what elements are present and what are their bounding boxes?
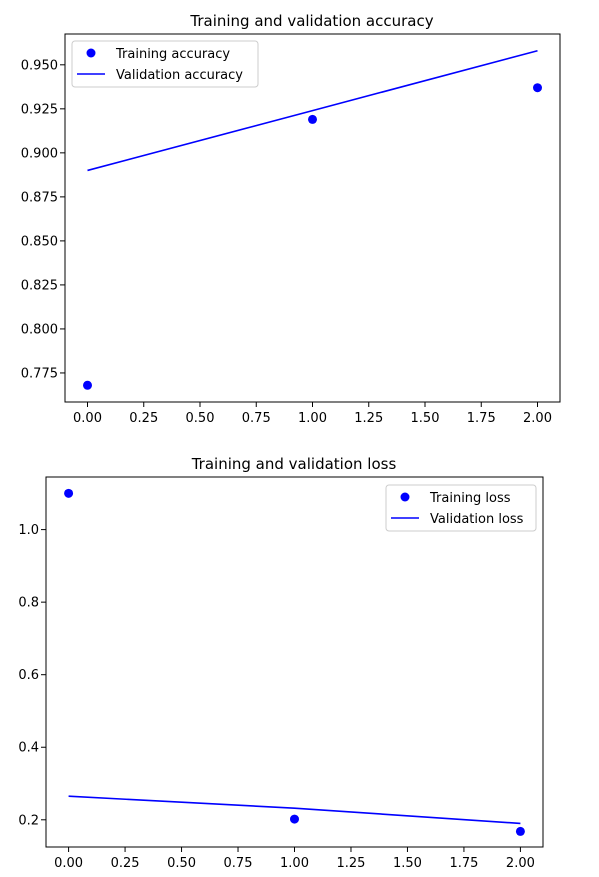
data-point-training-loss xyxy=(64,488,74,498)
data-point-training-accuracy xyxy=(533,83,542,93)
chart-title: Training and validation loss xyxy=(191,455,397,473)
plot-frame xyxy=(64,33,561,403)
data-point-training-accuracy xyxy=(308,114,317,124)
x-tick-label: 2.00 xyxy=(506,856,535,871)
y-tick-label: 0.925 xyxy=(21,102,58,117)
legend-label-validation-accuracy: Validation accuracy xyxy=(116,68,243,83)
y-tick-label: 0.950 xyxy=(21,58,58,73)
plot-frame xyxy=(45,476,544,848)
legend-marker-training-accuracy xyxy=(86,48,96,58)
y-tick-label: 0.6 xyxy=(18,668,39,683)
legend: Training accuracy Validation accuracy xyxy=(71,40,259,88)
x-tick-label: 0.25 xyxy=(111,856,140,871)
y-tick-label: 0.800 xyxy=(21,322,58,337)
x-tick-label: 0.50 xyxy=(186,411,215,426)
series-line-validation-accuracy xyxy=(87,49,538,172)
y-tick-label: 0.8 xyxy=(18,596,39,611)
y-tick-label: 0.825 xyxy=(21,278,58,293)
legend: Training loss Validation loss xyxy=(385,484,537,532)
x-tick-label: 2.00 xyxy=(523,411,552,426)
data-point-training-loss xyxy=(515,826,525,836)
x-tick-label: 1.75 xyxy=(449,856,478,871)
chart-title: Training and validation accuracy xyxy=(189,12,433,30)
legend-label-validation-loss: Validation loss xyxy=(430,512,524,527)
y-tick-label: 0.850 xyxy=(21,234,58,249)
x-tick-label: 1.00 xyxy=(280,856,309,871)
x-tick-label: 0.25 xyxy=(129,411,158,426)
y-tick-label: 0.900 xyxy=(21,146,58,161)
x-tick-label: 1.50 xyxy=(411,411,440,426)
legend-label-training-loss: Training loss xyxy=(429,491,511,506)
data-point-training-accuracy xyxy=(83,380,92,390)
y-tick-label: 0.875 xyxy=(21,190,58,205)
x-tick-label: 1.75 xyxy=(467,411,496,426)
data-point-training-loss xyxy=(290,814,299,824)
x-tick-label: 0.75 xyxy=(242,411,271,426)
series-line-validation-loss xyxy=(68,795,521,825)
legend-label-training-accuracy: Training accuracy xyxy=(115,47,230,62)
x-tick-label: 0.00 xyxy=(73,411,102,426)
x-tick-label: 1.50 xyxy=(393,856,422,871)
x-tick-label: 1.00 xyxy=(298,411,327,426)
legend-box xyxy=(71,40,259,88)
x-tick-label: 1.25 xyxy=(354,411,383,426)
loss-chart: Training and validation loss 0.00 0.25 0.5… xyxy=(18,455,544,871)
y-tick-label: 0.4 xyxy=(18,741,39,756)
x-tick-label: 0.75 xyxy=(224,856,253,871)
legend-box xyxy=(385,484,537,532)
x-tick-label: 0.50 xyxy=(167,856,196,871)
y-tick-label: 0.775 xyxy=(21,366,58,381)
legend-marker-training-loss xyxy=(400,492,410,502)
accuracy-chart: Training and validation accuracy 0.00 0.2… xyxy=(21,12,561,426)
y-tick-label: 1.0 xyxy=(18,523,39,538)
x-tick-label: 0.00 xyxy=(54,856,83,871)
y-tick-label: 0.2 xyxy=(18,813,39,828)
x-tick-label: 1.25 xyxy=(337,856,366,871)
